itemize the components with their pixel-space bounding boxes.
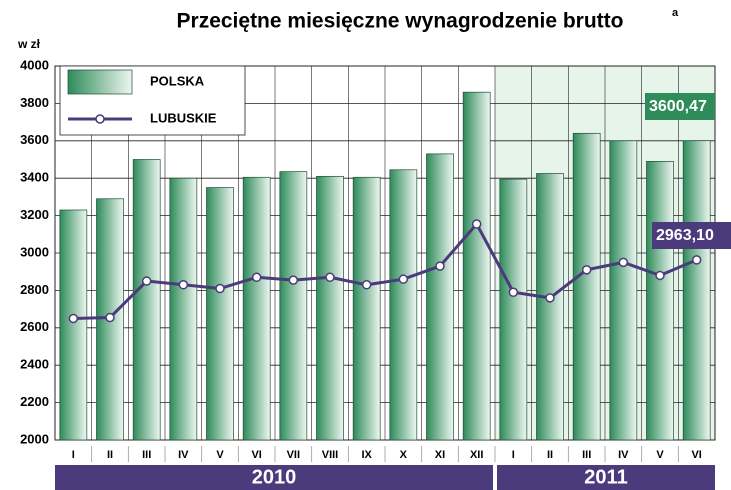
value-label-box	[652, 222, 731, 249]
x-tick-label: III	[582, 449, 591, 461]
y-tick-label: 3400	[20, 170, 49, 185]
y-axis-label: w zł	[17, 37, 41, 51]
legend-label: POLSKA	[150, 73, 205, 88]
x-tick-label: IV	[178, 449, 189, 461]
bar	[646, 161, 674, 441]
y-tick-label: 2600	[20, 319, 49, 334]
x-tick-label: X	[400, 449, 408, 461]
x-tick-label: VIII	[322, 449, 339, 461]
line-marker	[105, 312, 115, 323]
x-tick-label: I	[72, 449, 75, 461]
bar	[462, 91, 491, 441]
line-marker	[361, 280, 372, 290]
x-tick-label: II	[107, 449, 113, 461]
x-tick-label: XI	[435, 449, 445, 461]
line-marker	[288, 275, 299, 285]
chart-title: Przeciętne miesięczne wynagrodzenie brut…	[177, 10, 624, 33]
year-band	[55, 465, 493, 490]
line-marker	[618, 257, 629, 268]
x-tick-label: I	[512, 449, 515, 461]
value-label: 3600,47	[649, 98, 707, 115]
year-band	[497, 465, 715, 490]
y-tick-label: 3200	[20, 207, 49, 222]
bar	[682, 140, 711, 441]
x-tick-label: VII	[287, 449, 300, 461]
bar	[426, 153, 454, 441]
bar	[352, 176, 381, 441]
line	[73, 221, 698, 320]
plot-frame	[54, 65, 716, 441]
legend-swatch	[67, 69, 133, 95]
title-note: a	[672, 7, 679, 19]
x-tick-label: II	[547, 449, 553, 461]
bar	[242, 176, 271, 441]
x-tick-label: IV	[618, 449, 629, 461]
y-tick-label: 3600	[20, 132, 49, 147]
bar	[169, 177, 198, 441]
x-tick-label: III	[142, 449, 151, 461]
y-tick-label: 4000	[20, 57, 49, 72]
bar	[572, 132, 601, 441]
year-label: 2010	[252, 466, 297, 488]
bar	[536, 173, 564, 441]
line-marker	[398, 274, 409, 284]
y-tick-label: 3000	[20, 244, 49, 259]
line-marker	[691, 255, 702, 265]
year-label: 2011	[584, 466, 627, 488]
bar	[132, 159, 161, 441]
line-marker	[251, 272, 262, 283]
x-tick-label: VI	[251, 449, 261, 461]
x-tick-label: V	[216, 449, 224, 461]
value-label-box	[645, 93, 715, 120]
bar	[316, 175, 344, 441]
bar	[609, 140, 638, 441]
line-marker	[545, 293, 555, 303]
line-marker	[655, 270, 665, 281]
bar	[389, 169, 418, 441]
x-tick-label: VI	[691, 449, 701, 461]
bar	[499, 178, 528, 441]
bar	[59, 209, 88, 441]
value-label: 2963,10	[656, 227, 714, 244]
y-tick-label: 2400	[20, 357, 49, 372]
line-marker	[471, 219, 482, 229]
line-marker	[435, 261, 445, 271]
x-tick-label: IX	[361, 449, 372, 461]
y-tick-label: 3800	[20, 95, 49, 110]
bar	[206, 187, 234, 441]
line-marker	[215, 283, 225, 294]
y-tick-label: 2800	[20, 282, 49, 297]
legend-label: LUBUSKIE	[150, 110, 217, 125]
y-tick-label: 2000	[20, 431, 49, 446]
x-tick-label: V	[656, 449, 664, 461]
line-marker	[141, 276, 152, 286]
y-tick-label: 2200	[20, 394, 49, 409]
line-marker	[508, 287, 519, 298]
x-tick-label: XII	[470, 449, 483, 461]
line-marker	[581, 265, 592, 275]
line-marker	[325, 272, 335, 283]
line-marker	[68, 313, 79, 324]
bar	[279, 171, 308, 441]
line-marker	[178, 280, 189, 290]
legend-marker	[95, 114, 105, 124]
